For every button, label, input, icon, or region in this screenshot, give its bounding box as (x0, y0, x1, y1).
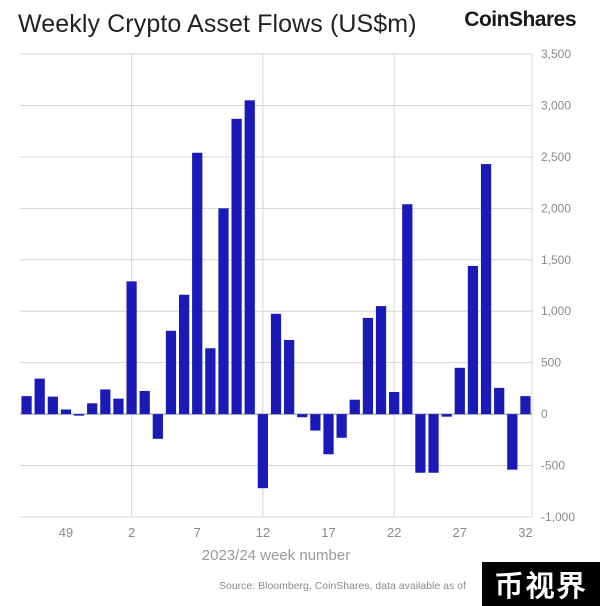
y-tick-label: 2,500 (541, 150, 571, 164)
bar-week-27 (454, 367, 465, 415)
bar-week-48 (47, 396, 58, 415)
bar-week-8 (205, 348, 216, 415)
bar-week-19 (349, 399, 360, 415)
bar-week-4 (152, 414, 163, 439)
watermark-logo: 币视界 (482, 562, 600, 606)
bar-week-21 (375, 306, 387, 415)
bar-chart: 3,500 3,000 2,500 2,000 1,500 1,000 500 0 -500 -1… (20, 47, 575, 564)
y-tick-label: 1,500 (541, 253, 571, 267)
bar-week-20 (362, 317, 374, 415)
y-tick-label: -1,000 (541, 510, 575, 524)
bar-week-52 (100, 389, 111, 415)
y-tick-label: -500 (541, 459, 565, 473)
bar-week-14 (284, 340, 295, 415)
bar-week-2 (126, 281, 137, 415)
bar-week-5 (165, 330, 177, 415)
chart-title: Weekly Crypto Asset Flows (US$m) (18, 10, 417, 38)
x-tick-label: 49 (59, 525, 73, 540)
grid-lines (20, 53, 533, 518)
y-tick-label: 3,000 (541, 98, 571, 112)
bar-week-17 (323, 414, 334, 455)
bar-week-9 (218, 208, 229, 415)
bar-week-23 (402, 204, 413, 415)
bar-week-13 (270, 313, 282, 415)
y-tick-label: 3,500 (541, 47, 571, 61)
bar-week-30 (494, 387, 505, 415)
bar-week-22 (389, 391, 400, 415)
bar-week-51 (87, 403, 98, 415)
bar-week-12 (257, 414, 268, 489)
bar-week-50 (73, 414, 85, 416)
x-tick-label: 27 (453, 525, 467, 540)
bar-week-16 (310, 414, 321, 431)
bar-week-1 (113, 398, 124, 415)
coinshares-logo: CoinShares (464, 8, 576, 31)
bar-week-24 (415, 414, 426, 473)
x-tick-label: 12 (256, 525, 270, 540)
bar-week-32 (520, 396, 531, 415)
bar-week-10 (231, 118, 242, 415)
x-tick-label: 17 (321, 525, 335, 540)
bar-week-46 (21, 396, 32, 415)
y-axis-ticks: 3,500 3,000 2,500 2,000 1,500 1,000 500 0 -500 -1… (541, 47, 575, 524)
source-note: Source: Bloomberg, CoinShares, data avai… (219, 580, 466, 592)
y-tick-label: 500 (541, 356, 561, 370)
bar-week-31 (507, 414, 518, 470)
x-tick-label: 22 (387, 525, 401, 540)
y-tick-label: 1,000 (541, 304, 571, 318)
bar-week-29 (480, 164, 492, 415)
bar-week-15 (297, 414, 308, 418)
x-tick-label: 2 (128, 525, 135, 540)
bar-week-3 (139, 390, 150, 415)
y-tick-label: 0 (541, 407, 548, 421)
bar-week-11 (244, 100, 255, 415)
bar-week-47 (34, 378, 45, 415)
bar-week-28 (467, 265, 479, 415)
bars (21, 100, 531, 489)
y-tick-label: 2,000 (541, 201, 571, 215)
bar-week-25 (428, 414, 439, 473)
x-axis-label: 2023/24 week number (202, 547, 350, 564)
bar-week-26 (441, 414, 452, 417)
bar-week-49 (60, 409, 72, 415)
x-axis-ticks: 49 2 7 12 17 22 27 32 (59, 525, 533, 540)
bar-week-6 (178, 294, 190, 415)
x-tick-label: 32 (518, 525, 532, 540)
bar-week-18 (336, 414, 347, 438)
bar-week-7 (192, 152, 203, 415)
x-tick-label: 7 (194, 525, 201, 540)
